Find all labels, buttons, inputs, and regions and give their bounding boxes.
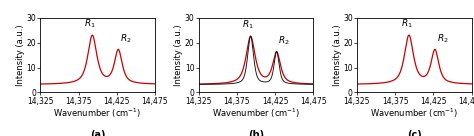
Text: $R_1$: $R_1$ — [84, 17, 96, 30]
Text: (b): (b) — [248, 130, 264, 136]
Y-axis label: Intensity (a.u.): Intensity (a.u.) — [174, 24, 183, 86]
Text: $R_1$: $R_1$ — [401, 17, 412, 30]
Y-axis label: Intensity (a.u.): Intensity (a.u.) — [16, 24, 25, 86]
Text: $R_2$: $R_2$ — [278, 35, 290, 47]
X-axis label: Wavenumber (cm$^{-1}$): Wavenumber (cm$^{-1}$) — [54, 107, 142, 120]
Text: (c): (c) — [407, 130, 422, 136]
Text: $R_1$: $R_1$ — [242, 18, 254, 31]
Y-axis label: Intensity (a.u.): Intensity (a.u.) — [333, 24, 342, 86]
Text: $R_2$: $R_2$ — [120, 32, 132, 45]
Text: $R_2$: $R_2$ — [437, 32, 448, 45]
X-axis label: Wavenumber (cm$^{-1}$): Wavenumber (cm$^{-1}$) — [370, 107, 458, 120]
Text: (a): (a) — [90, 130, 105, 136]
X-axis label: Wavenumber (cm$^{-1}$): Wavenumber (cm$^{-1}$) — [212, 107, 300, 120]
